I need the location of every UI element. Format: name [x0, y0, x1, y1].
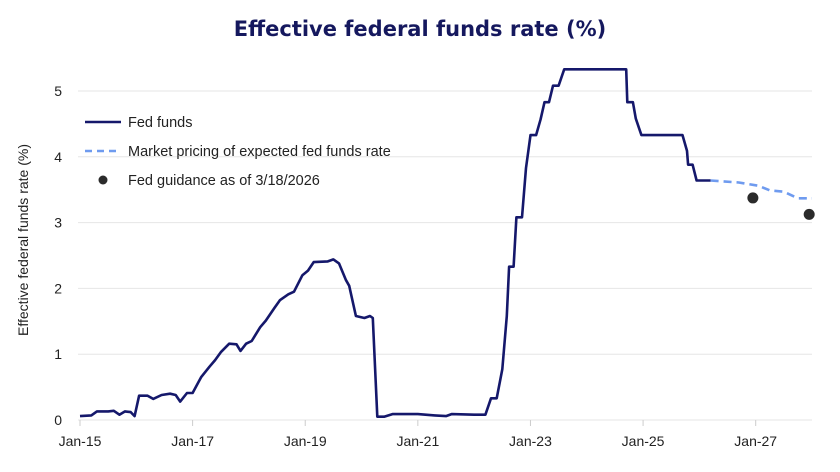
- x-tick-label: Jan-15: [59, 433, 102, 449]
- y-tick-label: 4: [54, 149, 62, 165]
- legend-label: Market pricing of expected fed funds rat…: [128, 144, 391, 160]
- y-tick-label: 2: [54, 280, 62, 296]
- legend-marker: [98, 175, 108, 185]
- y-tick-label: 5: [54, 83, 62, 99]
- x-tick-label: Jan-17: [171, 433, 214, 449]
- x-tick-label: Jan-27: [734, 433, 777, 449]
- legend-label: Fed guidance as of 3/18/2026: [128, 173, 320, 189]
- chart-title: Effective federal funds rate (%): [234, 17, 606, 41]
- y-tick-label: 0: [54, 412, 62, 428]
- y-tick-label: 3: [54, 215, 62, 231]
- x-tick-label: Jan-23: [509, 433, 552, 449]
- x-tick-label: Jan-21: [396, 433, 439, 449]
- market-pricing-line: [710, 179, 812, 200]
- y-tick-label: 1: [54, 346, 62, 362]
- y-axis-label: Effective federal funds rate (%): [15, 144, 31, 336]
- legend-label: Fed funds: [128, 115, 193, 131]
- guidance-point: [747, 192, 759, 204]
- fed-funds-line: [79, 68, 711, 418]
- x-tick-label: Jan-25: [622, 433, 665, 449]
- guidance-point: [803, 208, 815, 220]
- x-tick-label: Jan-19: [284, 433, 327, 449]
